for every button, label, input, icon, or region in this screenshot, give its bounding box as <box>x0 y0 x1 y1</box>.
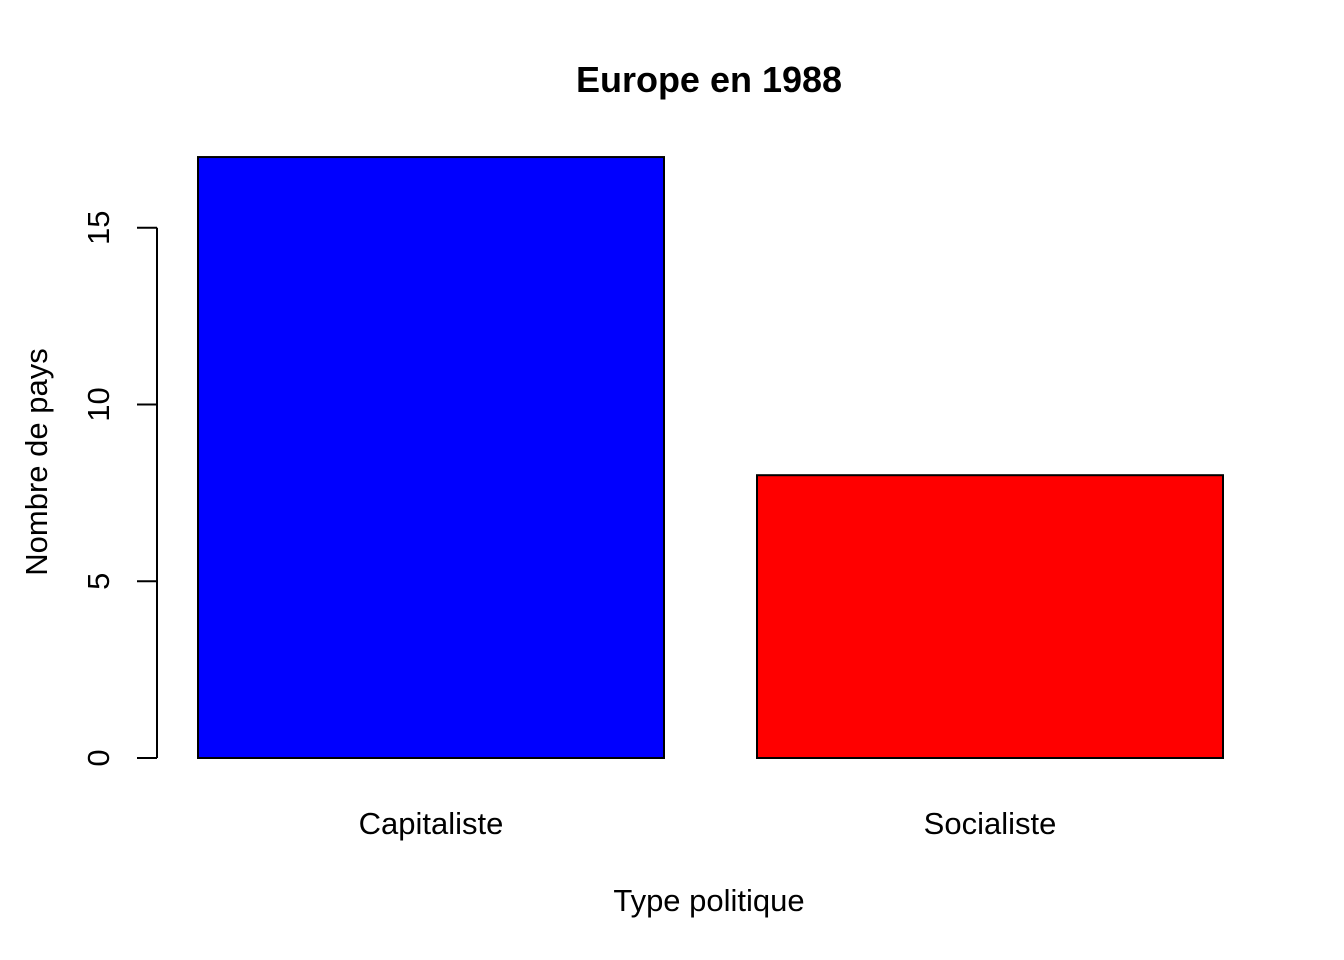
y-tick-label: 5 <box>81 573 116 590</box>
y-tick-label: 15 <box>81 211 116 245</box>
x-axis-label: Type politique <box>613 883 804 918</box>
bar-socialiste <box>756 474 1224 759</box>
y-axis-label: Nombre de pays <box>19 348 54 575</box>
category-label-capitaliste: Capitaliste <box>359 806 504 841</box>
bars-group <box>197 156 1224 760</box>
category-label-socialiste: Socialiste <box>924 806 1057 841</box>
bar-capitaliste <box>197 156 665 760</box>
category-labels-group: Capitaliste Socialiste <box>359 806 1057 841</box>
y-tick-label: 10 <box>81 387 116 421</box>
y-tick-label: 0 <box>81 749 116 766</box>
chart-title: Europe en 1988 <box>576 59 842 100</box>
y-ticks-group: 0 5 10 15 <box>81 211 157 767</box>
